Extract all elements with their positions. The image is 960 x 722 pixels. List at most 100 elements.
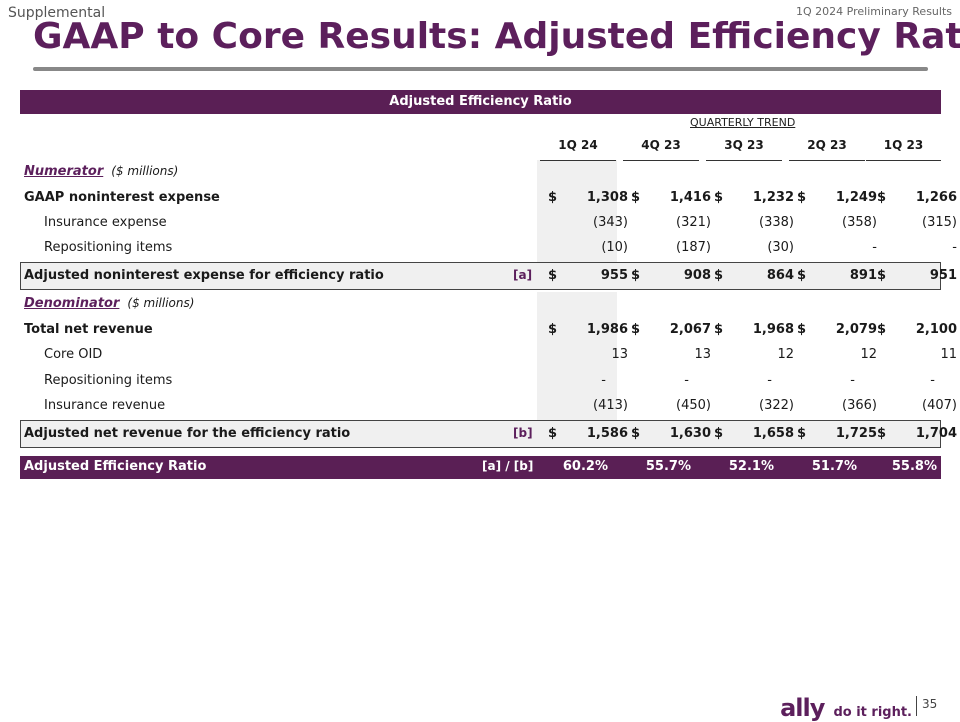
cell-value: 12 bbox=[777, 347, 794, 362]
cell-value: 1,586 bbox=[586, 426, 628, 441]
cell-value: 1,725 bbox=[835, 426, 877, 441]
currency-sign: $ bbox=[631, 426, 641, 441]
table-title: Adjusted Efficiency Ratio bbox=[20, 90, 941, 114]
cell-value: - bbox=[684, 373, 689, 388]
cell-value: - bbox=[952, 240, 957, 255]
title-divider bbox=[33, 67, 928, 71]
cell-value: (187) bbox=[676, 240, 711, 255]
cell-value: 13 bbox=[694, 347, 711, 362]
page-number: 35 bbox=[922, 697, 938, 711]
cell-value: 60.2% bbox=[562, 459, 608, 474]
quarter-header: 1Q 24 bbox=[540, 138, 616, 161]
cell-value: 55.7% bbox=[645, 459, 691, 474]
row-label: Adjusted Efficiency Ratio bbox=[24, 459, 207, 474]
currency-sign: $ bbox=[797, 190, 807, 205]
cell-value: 864 bbox=[766, 268, 794, 283]
page-title: GAAP to Core Results: Adjusted Efficienc… bbox=[33, 16, 960, 57]
cell-value: 891 bbox=[849, 268, 877, 283]
currency-sign: $ bbox=[877, 268, 887, 283]
current-quarter-shade bbox=[537, 292, 617, 420]
quarter-header: 1Q 23 bbox=[866, 138, 941, 161]
currency-sign: $ bbox=[631, 190, 641, 205]
cell-value: - bbox=[601, 373, 606, 388]
current-quarter-shade bbox=[537, 160, 617, 264]
currency-sign: $ bbox=[714, 322, 724, 337]
cell-value: 1,968 bbox=[752, 322, 794, 337]
cell-value: 2,067 bbox=[669, 322, 711, 337]
denominator-note: ($ millions) bbox=[127, 296, 195, 310]
numerator-note: ($ millions) bbox=[111, 164, 179, 178]
cell-value: (450) bbox=[676, 398, 711, 413]
denominator-label: Denominator bbox=[24, 296, 120, 311]
currency-sign: $ bbox=[714, 426, 724, 441]
quarter-header: 2Q 23 bbox=[789, 138, 865, 161]
row-label: GAAP noninterest expense bbox=[24, 190, 220, 205]
cell-value: 2,100 bbox=[915, 322, 957, 337]
cell-value: (358) bbox=[842, 215, 877, 230]
currency-sign: $ bbox=[548, 268, 558, 283]
cell-value: (322) bbox=[759, 398, 794, 413]
cell-value: (30) bbox=[767, 240, 794, 255]
cell-value: - bbox=[850, 373, 855, 388]
currency-sign: $ bbox=[548, 190, 558, 205]
quarter-header: 3Q 23 bbox=[706, 138, 782, 161]
currency-sign: $ bbox=[877, 190, 887, 205]
currency-sign: $ bbox=[797, 322, 807, 337]
preliminary-label: 1Q 2024 Preliminary Results bbox=[796, 5, 952, 18]
cell-value: 2,079 bbox=[835, 322, 877, 337]
currency-sign: $ bbox=[877, 426, 887, 441]
cell-value: 11 bbox=[940, 347, 957, 362]
cell-value: 1,416 bbox=[669, 190, 711, 205]
cell-value: (366) bbox=[842, 398, 877, 413]
row-label: Repositioning items bbox=[44, 373, 173, 388]
cell-value: (413) bbox=[593, 398, 628, 413]
row-tag: [a] bbox=[513, 268, 533, 282]
cell-value: 951 bbox=[929, 268, 957, 283]
cell-value: (10) bbox=[601, 240, 628, 255]
cell-value: (338) bbox=[759, 215, 794, 230]
cell-value: 12 bbox=[860, 347, 877, 362]
cell-value: 52.1% bbox=[728, 459, 774, 474]
quarterly-trend-label: QUARTERLY TREND bbox=[690, 116, 796, 129]
numerator-label: Numerator bbox=[24, 164, 104, 179]
cell-value: (407) bbox=[922, 398, 957, 413]
currency-sign: $ bbox=[548, 426, 558, 441]
cell-value: 1,986 bbox=[586, 322, 628, 337]
supplemental-label: Supplemental bbox=[8, 5, 106, 21]
cell-value: - bbox=[930, 373, 935, 388]
cell-value: 1,658 bbox=[752, 426, 794, 441]
subtotal-box bbox=[20, 262, 941, 290]
currency-sign: $ bbox=[548, 322, 558, 337]
logo-tagline: do it right. bbox=[833, 705, 912, 720]
currency-sign: $ bbox=[797, 268, 807, 283]
ally-logo: ally do it right. bbox=[780, 694, 912, 722]
efficiency-ratio-row: Adjusted Efficiency Ratio [a] / [b] 60.2… bbox=[20, 456, 941, 479]
quarter-header: 4Q 23 bbox=[623, 138, 699, 161]
row-label: Total net revenue bbox=[24, 322, 153, 337]
cell-value: - bbox=[767, 373, 772, 388]
row-tag: [a] / [b] bbox=[482, 459, 534, 473]
cell-value: 1,266 bbox=[915, 190, 957, 205]
cell-value: (315) bbox=[922, 215, 957, 230]
cell-value: (321) bbox=[676, 215, 711, 230]
currency-sign: $ bbox=[714, 190, 724, 205]
row-label: Repositioning items bbox=[44, 240, 173, 255]
row-label: Adjusted net revenue for the efficiency … bbox=[24, 426, 351, 441]
row-label: Insurance revenue bbox=[44, 398, 166, 413]
cell-value: 1,232 bbox=[752, 190, 794, 205]
cell-value: (343) bbox=[593, 215, 628, 230]
cell-value: 13 bbox=[611, 347, 628, 362]
row-label: Adjusted noninterest expense for efficie… bbox=[24, 268, 384, 283]
page-separator bbox=[916, 696, 917, 716]
currency-sign: $ bbox=[877, 322, 887, 337]
cell-value: 1,630 bbox=[669, 426, 711, 441]
cell-value: 1,308 bbox=[586, 190, 628, 205]
subtotal-box bbox=[20, 420, 941, 448]
currency-sign: $ bbox=[714, 268, 724, 283]
row-label: Insurance expense bbox=[44, 215, 167, 230]
currency-sign: $ bbox=[631, 322, 641, 337]
logo-word: ally bbox=[780, 694, 825, 722]
cell-value: 1,249 bbox=[835, 190, 877, 205]
cell-value: - bbox=[872, 240, 877, 255]
cell-value: 55.8% bbox=[891, 459, 937, 474]
